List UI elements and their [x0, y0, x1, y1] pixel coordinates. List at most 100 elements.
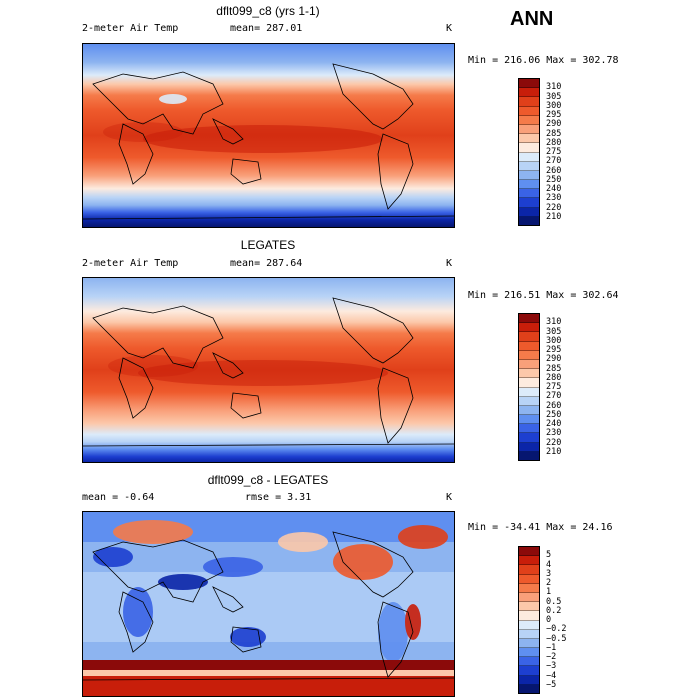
- colorbar-level-label: 2: [546, 578, 552, 588]
- colorbar-level-label: −2: [546, 652, 557, 662]
- colorbar-level-label: 285: [546, 363, 562, 374]
- panel-3-map: [82, 511, 455, 697]
- colorbar-level-label: 250: [546, 174, 562, 185]
- colorbar-level-label: 3: [546, 568, 552, 579]
- colorbar-swatch: [519, 180, 539, 190]
- panel-1-title: dflt099_c8 (yrs 1-1): [216, 4, 320, 18]
- colorbar-level-label: 0.5: [546, 596, 562, 607]
- colorbar-swatch: [519, 332, 539, 342]
- colorbar-swatch: [519, 415, 539, 425]
- colorbar-swatch: [519, 675, 539, 685]
- colorbar-level-label: 260: [546, 165, 562, 176]
- colorbar-swatch: [519, 207, 539, 217]
- panel-3-rmse-label: rmse = 3.31: [245, 492, 312, 503]
- colorbar-swatch: [519, 405, 539, 416]
- coastlines: [83, 297, 454, 447]
- colorbar-level-label: 285: [546, 128, 562, 139]
- colorbar-level-label: 300: [546, 100, 562, 111]
- panel-2-units: K: [446, 258, 453, 269]
- colorbar-level-label: 240: [546, 184, 562, 194]
- panel-3-min-max: Min = -34.41 Max = 24.16: [468, 522, 613, 533]
- colorbar-level-label: 220: [546, 437, 562, 448]
- colorbar-swatch: [519, 657, 539, 667]
- colorbar-swatch: [519, 161, 539, 171]
- colorbar-level-label: 4: [546, 559, 552, 570]
- colorbar-swatch: [519, 433, 539, 443]
- colorbar-level-label: 220: [546, 202, 562, 213]
- colorbar-swatch: [519, 359, 539, 370]
- colorbar-level-label: 275: [546, 382, 562, 392]
- colorbar-swatch: [519, 88, 539, 98]
- panel-1-variable-label: 2-meter Air Temp: [82, 23, 179, 34]
- colorbar-level-label: 310: [546, 82, 562, 93]
- colorbar-swatch: [519, 198, 539, 208]
- colorbar-swatch: [519, 143, 539, 153]
- colorbar-level-label: 280: [546, 372, 562, 383]
- colorbar-swatch: [519, 638, 539, 649]
- colorbar-swatch: [519, 583, 539, 593]
- colorbar-level-label: 210: [546, 211, 562, 222]
- colorbar-swatch: [519, 350, 539, 360]
- colorbar-level-label: 0.2: [546, 605, 562, 616]
- colorbar-swatch: [519, 152, 539, 162]
- panel-2-title: LEGATES: [240, 238, 296, 252]
- panel-3-colorbar: [518, 546, 540, 694]
- colorbar-level-label: 210: [546, 446, 562, 457]
- colorbar-level-label: 275: [546, 147, 562, 157]
- colorbar-swatch: [519, 547, 539, 557]
- colorbar-swatch: [519, 170, 539, 181]
- colorbar-level-label: 305: [546, 91, 562, 102]
- colorbar-swatch: [519, 115, 539, 125]
- colorbar-swatch: [519, 592, 539, 603]
- colorbar-level-label: −1: [546, 642, 557, 653]
- colorbar-swatch: [519, 216, 539, 225]
- panel-2-variable-label: 2-meter Air Temp: [82, 258, 179, 269]
- colorbar-swatch: [519, 442, 539, 452]
- panel-1-map: [82, 43, 455, 228]
- panel-2-colorbar: [518, 313, 540, 461]
- colorbar-swatch: [519, 314, 539, 324]
- colorbar-level-label: 290: [546, 354, 562, 365]
- colorbar-level-label: 270: [546, 391, 562, 402]
- colorbar-swatch: [519, 611, 539, 621]
- colorbar-swatch: [519, 134, 539, 144]
- colorbar-level-label: 290: [546, 119, 562, 130]
- colorbar-swatch: [519, 574, 539, 584]
- colorbar-level-label: 240: [546, 419, 562, 429]
- panel-1-units: K: [446, 23, 453, 34]
- colorbar-swatch: [519, 378, 539, 388]
- colorbar-level-label: 305: [546, 326, 562, 337]
- colorbar-level-label: 295: [546, 110, 562, 120]
- colorbar-level-label: 1: [546, 587, 552, 598]
- colorbar-level-label: −5: [546, 679, 557, 690]
- panel-1-colorbar: [518, 78, 540, 226]
- season-title: ANN: [510, 8, 554, 30]
- colorbar-level-label: −0.2: [546, 624, 567, 635]
- colorbar-level-label: 260: [546, 400, 562, 411]
- colorbar-level-label: 295: [546, 345, 562, 355]
- panel-2-min-max: Min = 216.51 Max = 302.64: [468, 290, 619, 301]
- coastlines: [83, 63, 454, 220]
- colorbar-swatch: [519, 684, 539, 693]
- colorbar-level-label: −0.5: [546, 633, 567, 644]
- panel-3-units: K: [446, 492, 453, 503]
- colorbar-level-label: 250: [546, 409, 562, 420]
- coastlines: [83, 531, 454, 681]
- colorbar-level-label: 280: [546, 137, 562, 148]
- panel-1-min-max: Min = 216.06 Max = 302.78: [468, 55, 619, 66]
- colorbar-swatch: [519, 451, 539, 460]
- colorbar-swatch: [519, 106, 539, 116]
- colorbar-swatch: [519, 620, 539, 630]
- colorbar-level-label: 230: [546, 193, 562, 204]
- panel-2-map: [82, 277, 455, 463]
- colorbar-swatch: [519, 323, 539, 333]
- colorbar-swatch: [519, 189, 539, 199]
- panel-1-mean-label: mean= 287.01: [230, 23, 303, 34]
- colorbar-swatch: [519, 387, 539, 397]
- colorbar-swatch: [519, 602, 539, 612]
- colorbar-swatch: [519, 666, 539, 676]
- colorbar-swatch: [519, 124, 539, 135]
- colorbar-swatch: [519, 424, 539, 434]
- panel-3-title: dflt099_c8 - LEGATES: [207, 473, 329, 487]
- colorbar-level-label: 310: [546, 317, 562, 328]
